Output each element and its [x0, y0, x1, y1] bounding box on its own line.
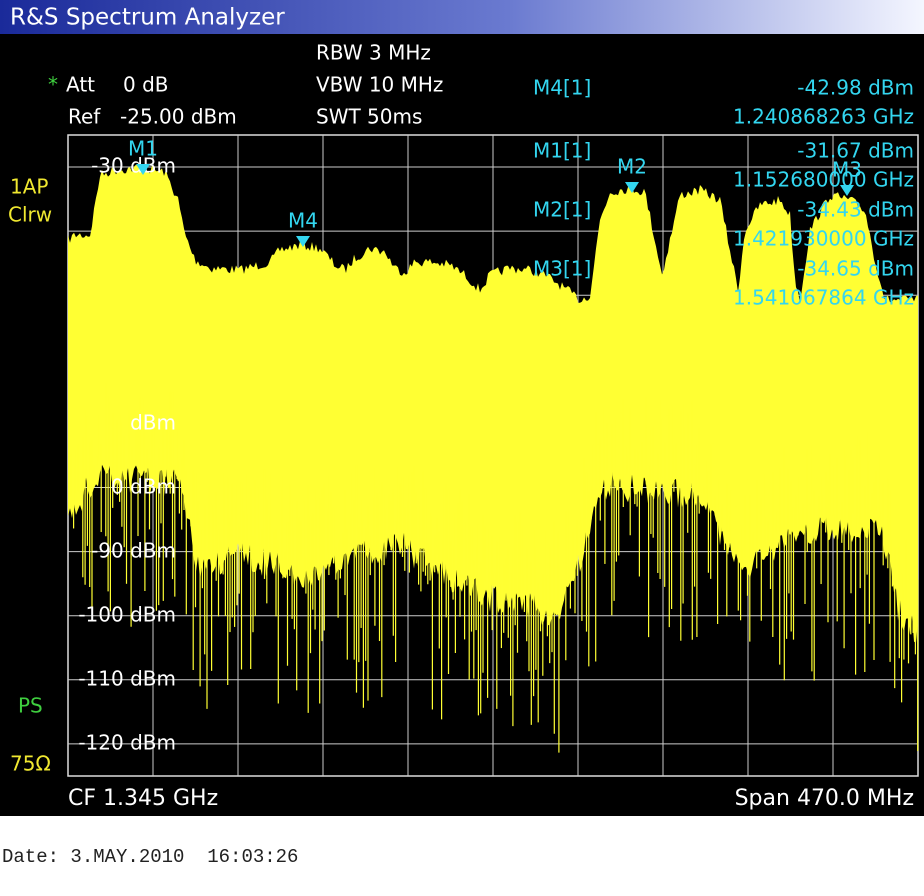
date: Date: 3.MAY.2010 16:03:26	[2, 846, 298, 868]
y-axis-label: -110 dBm	[78, 667, 176, 691]
readout-level: -34.43 dBm	[797, 198, 914, 222]
center-frequency: CF 1.345 GHz	[68, 786, 218, 811]
y-axis-label: 0 dBm	[111, 475, 176, 499]
footer-area	[0, 816, 924, 896]
marker-label: M1	[128, 137, 158, 161]
att-value: 0 dB	[123, 73, 169, 97]
marker-label: M2	[617, 155, 647, 179]
ref-label: Ref	[68, 105, 101, 129]
title-bar	[0, 0, 924, 34]
ps: PS	[18, 694, 43, 718]
trace-mode: Clrw	[8, 203, 52, 227]
readout-frequency: 1.421930000 GHz	[733, 227, 914, 251]
marker-label: M3	[832, 158, 862, 182]
ref-value: -25.00 dBm	[120, 105, 237, 129]
readout-frequency: 1.240868263 GHz	[733, 105, 914, 129]
marker-readouts: M4[1] -42.98 dBm 1.240868263 GHz M1[1] -31.6…	[533, 76, 914, 310]
y-axis-labels: -30 dBm dBm 0 dBm -90 dBm -100 dBm -110 dBm -1…	[78, 154, 176, 755]
readout-name: M3[1]	[533, 257, 591, 281]
y-axis-label: -90 dBm	[91, 539, 176, 563]
readout-level: -31.67 dBm	[797, 139, 914, 163]
marker-label: M4	[288, 209, 318, 233]
y-axis-label: -30 dBm	[91, 154, 176, 178]
y-axis-label: -120 dBm	[78, 731, 176, 755]
marker-triangle	[296, 236, 310, 247]
marker-triangle	[840, 185, 854, 196]
impedance: 75Ω	[10, 752, 51, 776]
marker-triangle	[625, 182, 639, 193]
readout-frequency: 1.152680000 GHz	[733, 168, 914, 192]
trace	[68, 164, 919, 753]
vbw: VBW 10 MHz	[316, 73, 443, 97]
marker-triangle	[136, 164, 150, 175]
y-axis-label: -100 dBm	[78, 603, 176, 627]
att-label: Att	[66, 73, 95, 97]
readout-level: -34.65 dBm	[797, 257, 914, 281]
rbw: RBW 3 MHz	[316, 41, 431, 65]
detector: 1AP	[10, 175, 48, 199]
title: R&S Spectrum Analyzer	[10, 5, 285, 31]
readout-name: M2[1]	[533, 198, 591, 222]
readout-name: M4[1]	[533, 76, 591, 100]
readout-name: M1[1]	[533, 139, 591, 163]
swt: SWT 50ms	[316, 105, 422, 129]
y-axis-label: dBm	[130, 411, 176, 435]
readout-level: -42.98 dBm	[797, 76, 914, 100]
att-flag: *	[48, 73, 58, 97]
readout-frequency: 1.541067864 GHz	[733, 286, 914, 310]
markers: M1 M2 M3 M4	[128, 137, 862, 247]
span: Span 470.0 MHz	[735, 786, 914, 811]
